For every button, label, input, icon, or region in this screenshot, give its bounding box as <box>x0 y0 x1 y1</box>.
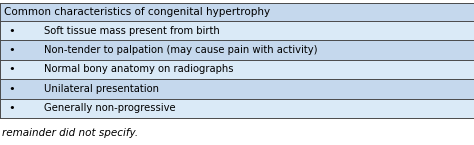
Text: Common characteristics of congenital hypertrophy: Common characteristics of congenital hyp… <box>4 7 270 17</box>
Bar <box>0 3 474 21</box>
Text: •: • <box>8 103 15 113</box>
Text: Normal bony anatomy on radiographs: Normal bony anatomy on radiographs <box>44 65 234 75</box>
Text: •: • <box>8 65 15 75</box>
Text: Generally non-progressive: Generally non-progressive <box>44 103 176 113</box>
Text: Unilateral presentation: Unilateral presentation <box>44 84 159 94</box>
Text: •: • <box>8 84 15 94</box>
Bar <box>0 99 474 118</box>
Text: •: • <box>8 45 15 55</box>
Bar <box>0 79 474 99</box>
Text: Non-tender to palpation (may cause pain with activity): Non-tender to palpation (may cause pain … <box>44 45 318 55</box>
Bar <box>0 21 474 40</box>
Text: remainder did not specify.: remainder did not specify. <box>2 128 138 138</box>
Bar <box>0 40 474 60</box>
Text: •: • <box>8 26 15 36</box>
Bar <box>0 60 474 79</box>
Text: Soft tissue mass present from birth: Soft tissue mass present from birth <box>44 26 220 36</box>
